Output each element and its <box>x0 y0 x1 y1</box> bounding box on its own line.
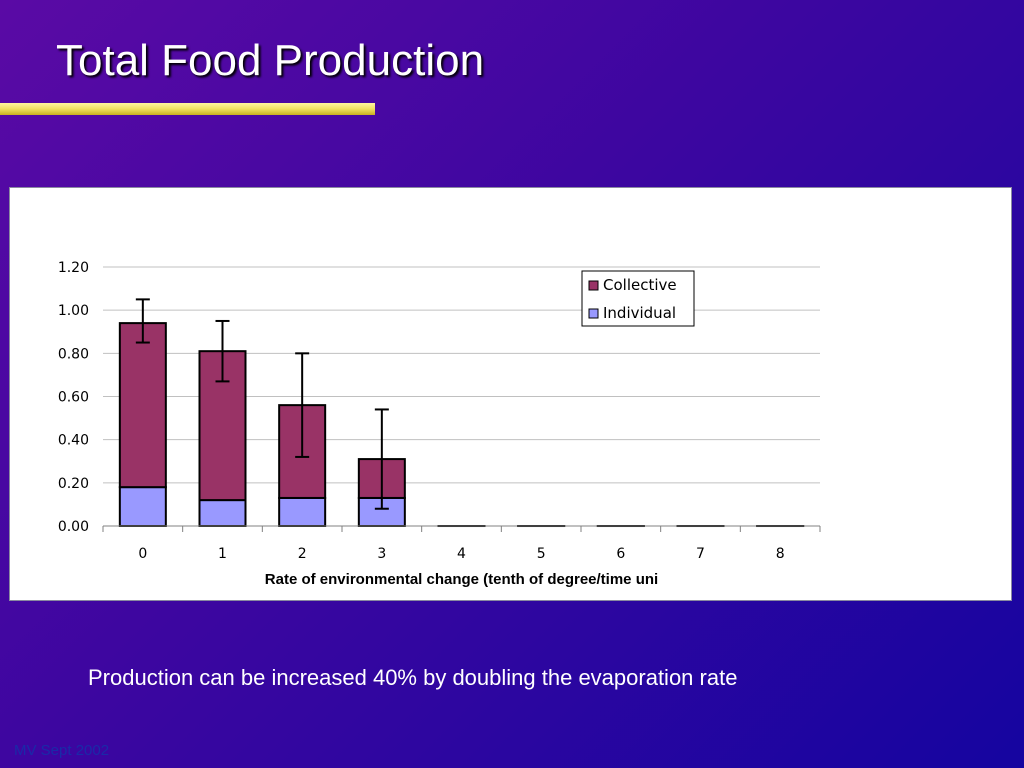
slide-caption: Production can be increased 40% by doubl… <box>88 665 738 690</box>
y-tick-label: 1.00 <box>58 303 89 319</box>
y-tick-label: 0.60 <box>58 390 89 406</box>
slide-title: Total Food Production <box>56 36 485 85</box>
x-tick-label: 2 <box>298 546 307 562</box>
x-tick-label: 8 <box>776 546 785 562</box>
stacked-bar-chart: 0.00 0.20 0.40 0.60 0.80 1.00 1.20 0 1 2 3 4 5 6 7 8 Rat… <box>58 260 821 588</box>
x-tick-label: 3 <box>377 546 386 562</box>
y-tick-label: 0.20 <box>58 476 89 492</box>
y-tick-label: 1.20 <box>58 260 89 276</box>
axes: 0.00 0.20 0.40 0.60 0.80 1.00 1.20 0 1 2 3 4 5 6 7 8 Rat… <box>58 260 821 588</box>
chart-frame: 0.00 0.20 0.40 0.60 0.80 1.00 1.20 0 1 2 3 4 5 6 7 8 Rat… <box>9 187 1012 601</box>
legend: Collective Individual <box>581 270 695 327</box>
slide-footer: MV Sept 2002 <box>14 742 110 759</box>
x-tick-label: 6 <box>616 546 625 562</box>
legend-label-individual: Individual <box>603 304 676 322</box>
bar-collective <box>118 322 167 489</box>
error-bars <box>135 298 389 510</box>
legend-label-collective: Collective <box>603 276 677 294</box>
legend-swatch-collective <box>588 280 599 291</box>
x-tick-label: 1 <box>218 546 227 562</box>
y-tick-label: 0.40 <box>58 433 89 449</box>
legend-box <box>581 270 695 327</box>
bar-individual <box>278 496 327 528</box>
x-tick-label: 5 <box>537 546 546 562</box>
bar-individual <box>198 499 247 528</box>
x-tick-label: 4 <box>457 546 466 562</box>
title-underline <box>0 103 375 115</box>
legend-swatch-individual <box>588 308 599 319</box>
x-tick-label: 0 <box>138 546 147 562</box>
x-tick-label: 7 <box>696 546 705 562</box>
bar-individual <box>118 486 167 527</box>
y-tick-label: 0.80 <box>58 346 89 362</box>
y-tick-label: 0.00 <box>58 519 89 535</box>
x-axis-title: Rate of environmental change (tenth of d… <box>265 571 658 588</box>
